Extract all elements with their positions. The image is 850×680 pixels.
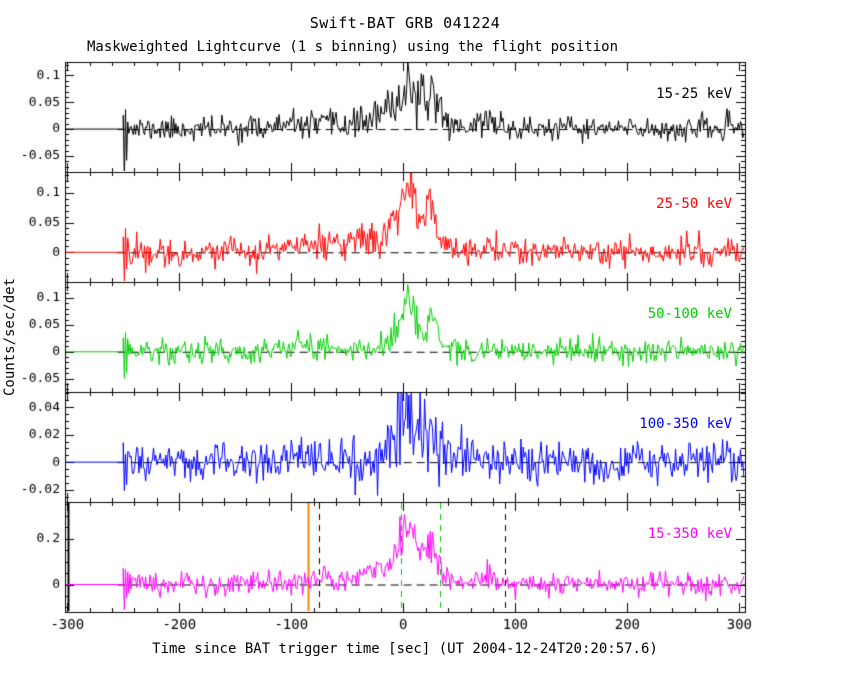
panel-label-25-50kev: 25-50 keV [656, 196, 732, 212]
panel-label-100-350kev: 100-350 keV [639, 416, 732, 432]
panel-label-50-100kev: 50-100 keV [647, 306, 732, 322]
y-axis-label: Counts/sec/det [2, 278, 18, 397]
x-axis-label: Time since BAT trigger time [sec] (UT 20… [152, 641, 658, 657]
panel-label-15-350kev: 15-350 keV [647, 526, 732, 542]
chart-subtitle: Maskweighted Lightcurve (1 s binning) us… [87, 39, 619, 55]
panel-label-15-25kev: 15-25 keV [656, 86, 732, 102]
chart-title: Swift-BAT GRB 041224 [309, 14, 501, 32]
